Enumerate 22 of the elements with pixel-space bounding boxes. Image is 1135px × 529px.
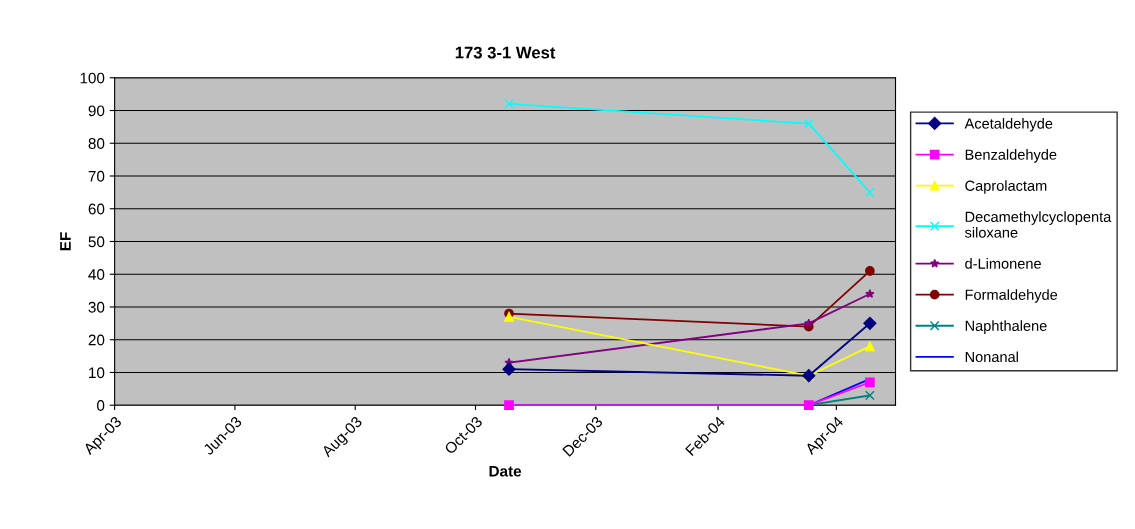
legend-label: Benzaldehyde <box>965 149 1057 163</box>
y-tick-label: 100 <box>80 72 105 84</box>
legend-label: Decamethylcyclopentasiloxane <box>964 211 1112 238</box>
legend-label: Caprolactam <box>965 180 1047 194</box>
legend-label: Formaldehyde <box>965 289 1058 303</box>
y-tick-label: 70 <box>88 170 105 182</box>
legend-label: Acetaldehyde <box>964 118 1053 132</box>
chart-title: 173 3-1 West <box>455 46 556 59</box>
y-tick-label: 30 <box>88 301 105 313</box>
y-axis-title: EF <box>60 232 71 251</box>
y-tick-label: 40 <box>88 269 105 280</box>
x-axis-title: Date <box>489 465 522 477</box>
y-tick-label: 50 <box>88 236 105 248</box>
legend-label: d-Limonene <box>965 258 1041 269</box>
legend-label: Naphthalene <box>965 320 1047 334</box>
legend-label: Nonanal <box>965 351 1018 363</box>
y-tick-label: 80 <box>88 138 105 149</box>
y-tick-label: 10 <box>89 367 105 379</box>
y-tick-label: 20 <box>88 334 105 346</box>
y-tick-label: 60 <box>88 203 105 215</box>
y-tick-label: 90 <box>88 105 105 117</box>
y-tick-label: 0 <box>97 400 105 411</box>
